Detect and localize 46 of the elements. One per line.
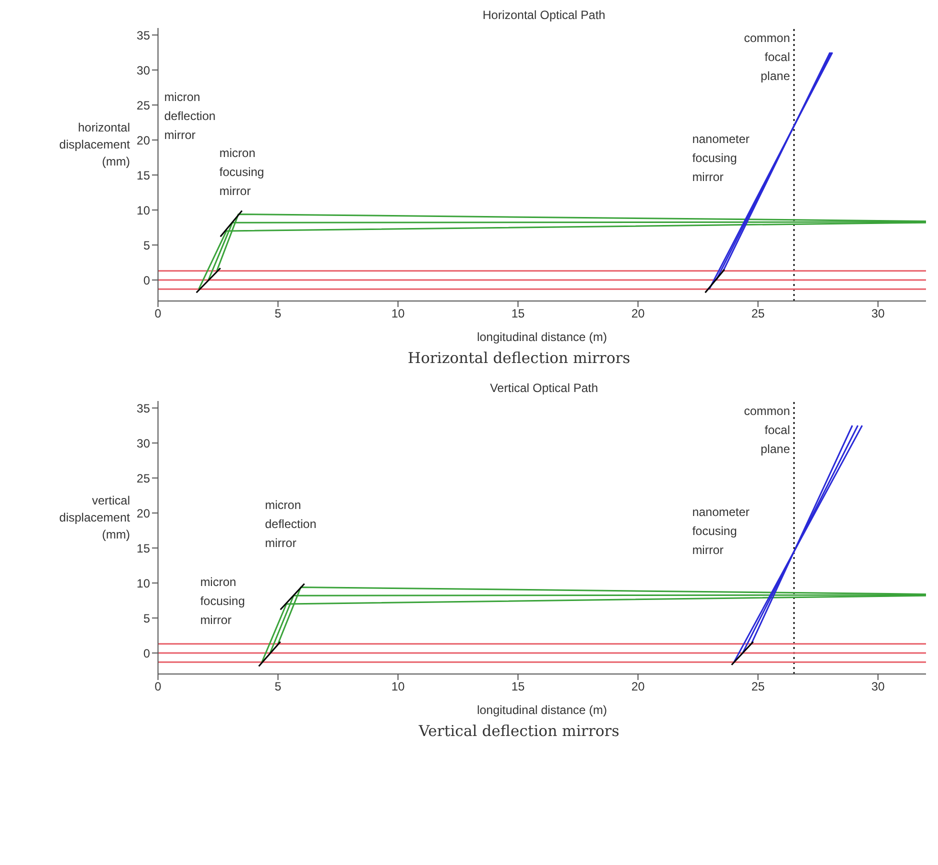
annotation: micron focusing mirror (219, 146, 264, 198)
x-tick-label: 20 (631, 680, 645, 694)
x-tick-label: 10 (391, 680, 405, 694)
annotation: nanometer focusing mirror (692, 132, 750, 184)
x-tick-label: 25 (751, 680, 765, 694)
x-tick-label: 0 (154, 680, 162, 694)
x-axis-title: longitudinal distance (m) (476, 703, 608, 717)
y-tick-label: 5 (143, 611, 150, 626)
y-tick-label: 20 (136, 506, 150, 520)
y-tick-label: 35 (136, 28, 150, 42)
chart-title: Vertical Optical Path (488, 381, 600, 395)
annotation: nanometer focusing mirror (692, 505, 750, 557)
x-tick-label: 5 (274, 306, 282, 321)
text: Horizontal deflection mirrors (406, 349, 632, 367)
x-tick-label: 0 (154, 306, 162, 321)
x-tick-label: 15 (511, 306, 525, 321)
y-tick-label: 25 (136, 98, 150, 112)
annotation: micron deflection mirror (265, 498, 316, 550)
y-axis-title: horizontal displacement (mm) (59, 120, 131, 169)
x-axis-title: longitudinal distance (m) (476, 330, 608, 344)
y-tick-label: 35 (136, 401, 150, 416)
ref-line-label: common focal plane (744, 404, 790, 456)
chart-title: Horizontal Optical Path (482, 8, 606, 22)
x-tick-label: 5 (274, 680, 282, 694)
y-axis-title: vertical displacement (mm) (59, 494, 131, 542)
y-tick-label: 30 (136, 63, 150, 78)
text: Vertical deflection mirrors (418, 722, 620, 740)
ref-line-label: common focal plane (744, 31, 790, 83)
x-tick-label: 30 (871, 680, 885, 694)
y-tick-label: 30 (136, 436, 150, 450)
x-tick-label: 10 (391, 306, 405, 321)
annotation: micron focusing mirror (200, 575, 245, 627)
y-tick-label: 15 (136, 168, 150, 182)
y-tick-label: 20 (136, 133, 150, 148)
y-tick-label: 10 (136, 203, 150, 218)
y-tick-label: 10 (136, 576, 150, 590)
x-tick-label: 20 (631, 306, 645, 321)
x-tick-label: 30 (871, 306, 885, 321)
y-tick-label: 5 (143, 238, 150, 252)
y-tick-label: 0 (143, 646, 150, 660)
y-tick-label: 0 (143, 273, 150, 288)
y-tick-label: 15 (136, 541, 150, 556)
annotation: micron deflection mirror (164, 90, 216, 142)
x-tick-label: 15 (511, 680, 525, 694)
y-tick-label: 25 (136, 471, 150, 486)
x-tick-label: 25 (751, 306, 765, 321)
